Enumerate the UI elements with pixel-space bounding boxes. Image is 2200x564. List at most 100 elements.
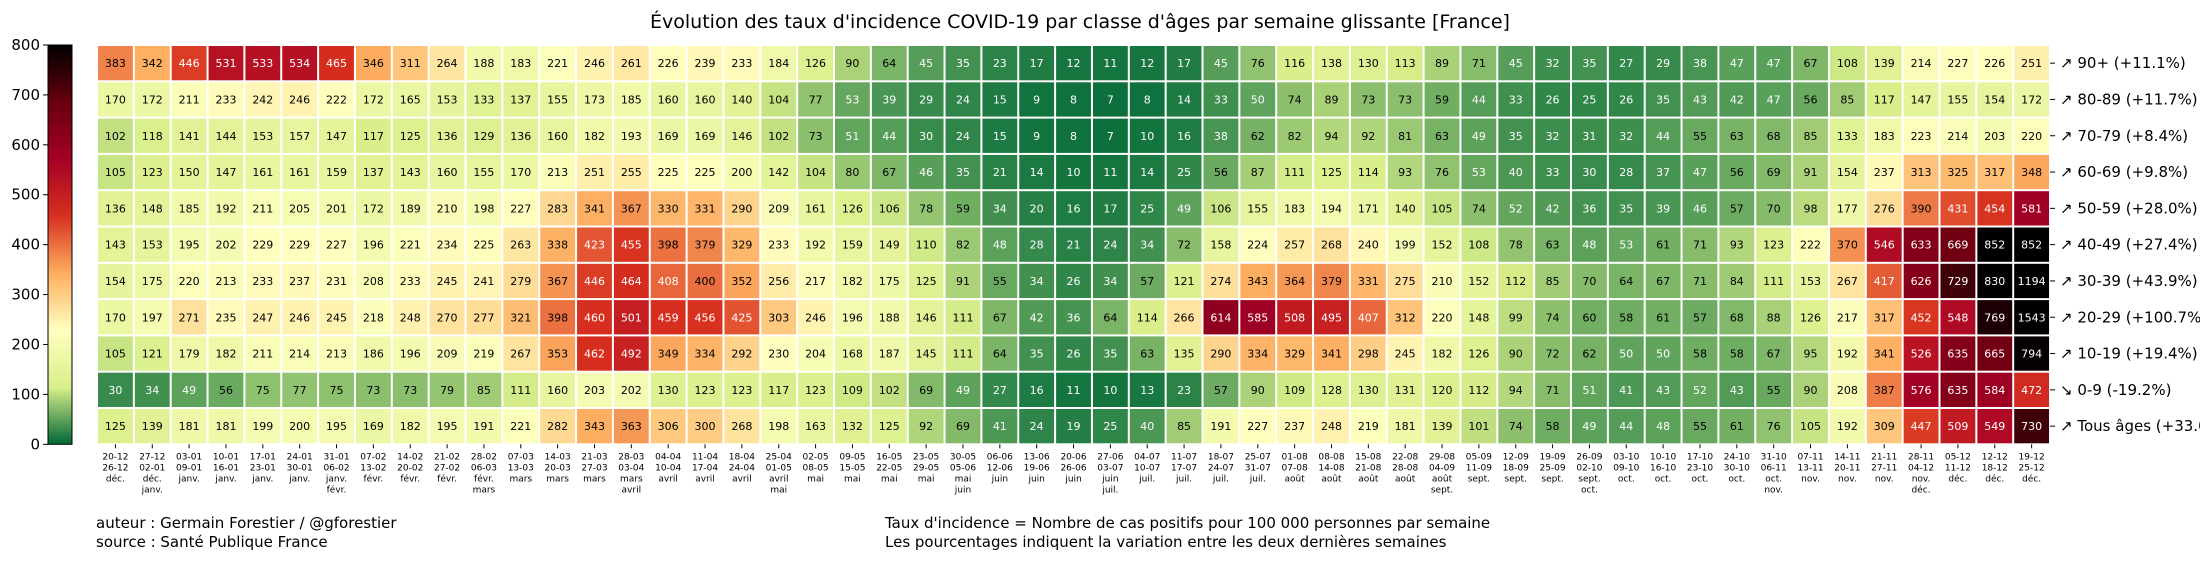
cell-value-label: 233 <box>215 93 236 106</box>
cell-value-label: 200 <box>289 420 310 433</box>
cell-value-label: 175 <box>142 275 163 288</box>
cell-value-label: 464 <box>621 275 642 288</box>
cell-value-label: 137 <box>510 93 531 106</box>
cell-value-label: 370 <box>1837 239 1858 252</box>
cell-value-label: 74 <box>1509 420 1523 433</box>
cell-value-label: 85 <box>1177 420 1191 433</box>
cell-value-label: 92 <box>919 420 933 433</box>
cell-value-label: 16 <box>1067 202 1081 215</box>
column-label: mars <box>509 474 532 484</box>
heatmap-cell <box>761 409 797 444</box>
cell-value-label: 79 <box>440 384 454 397</box>
column-label: 13-11 <box>1797 463 1823 473</box>
heatmap-cell <box>1498 191 1534 226</box>
cell-value-label: 161 <box>252 166 273 179</box>
cell-value-label: 51 <box>845 130 859 143</box>
cell-value-label: 56 <box>1214 166 1228 179</box>
column-label: 12-06 <box>987 463 1013 473</box>
cell-value-label: 142 <box>768 166 789 179</box>
cell-value-label: 192 <box>215 202 236 215</box>
cell-value-label: 84 <box>1730 275 1744 288</box>
cell-value-label: 455 <box>621 239 642 252</box>
heatmap-cell <box>355 336 391 371</box>
cell-value-label: 111 <box>1284 166 1305 179</box>
heatmap-cell <box>1277 336 1313 371</box>
heatmap-cell <box>1645 227 1681 262</box>
heatmap-cell <box>982 336 1018 371</box>
heatmap-cell <box>1608 372 1644 407</box>
heatmap-cell <box>1793 191 1828 226</box>
heatmap-cell <box>1940 227 1976 262</box>
heatmap-cell <box>1756 46 1792 81</box>
cell-value-label: 41 <box>993 420 1007 433</box>
column-label: avril <box>658 474 678 484</box>
cell-value-label: 8 <box>1144 93 1151 106</box>
heatmap-cell <box>1461 263 1497 299</box>
heatmap-cell <box>1756 372 1792 407</box>
heatmap-cell <box>1645 82 1681 117</box>
cell-value-label: 67 <box>1804 57 1818 70</box>
cell-value-label: 106 <box>1210 202 1231 215</box>
column-label: 14-02 <box>397 452 423 462</box>
cell-value-label: 76 <box>1767 420 1781 433</box>
cell-value-label: 170 <box>105 93 126 106</box>
column-label: juin <box>1027 474 1044 484</box>
cell-value-label: 67 <box>993 311 1007 324</box>
heatmap-cell <box>540 191 576 226</box>
heatmap-cell <box>687 336 723 371</box>
cell-value-label: 153 <box>252 130 273 143</box>
cell-value-label: 92 <box>1361 130 1375 143</box>
heatmap-cell <box>429 154 465 190</box>
heatmap-cell <box>540 263 576 299</box>
heatmap-cell <box>1461 118 1497 153</box>
cell-value-label: 101 <box>1468 420 1489 433</box>
heatmap-cell <box>1682 227 1718 262</box>
heatmap-cell <box>835 46 870 81</box>
heatmap-cell <box>1056 409 1091 444</box>
heatmap-cell <box>208 263 244 299</box>
heatmap-cell <box>724 118 760 153</box>
column-label: mai <box>918 474 935 484</box>
heatmap-cell <box>1056 300 1091 335</box>
cell-value-label: 35 <box>1030 348 1044 361</box>
cell-value-label: 182 <box>1432 348 1453 361</box>
cell-value-label: 171 <box>1358 202 1379 215</box>
cell-value-label: 48 <box>1656 420 1670 433</box>
heatmap-cell <box>1019 263 1055 299</box>
heatmap-cell <box>1829 263 1865 299</box>
heatmap-cell <box>1240 46 1276 81</box>
heatmap-cell <box>1240 227 1276 262</box>
heatmap-cell <box>134 82 170 117</box>
heatmap-cell <box>2014 263 2050 299</box>
cell-value-label: 33 <box>1214 93 1228 106</box>
cell-value-label: 194 <box>1321 202 1342 215</box>
heatmap-cell <box>282 82 318 117</box>
column-label: janv. <box>288 474 310 484</box>
heatmap-cell <box>2014 191 2050 226</box>
heatmap-cell <box>982 227 1018 262</box>
cell-value-label: 35 <box>956 166 970 179</box>
heatmap-cell <box>1129 227 1165 262</box>
cell-value-label: 233 <box>400 275 421 288</box>
cell-value-label: 125 <box>879 420 900 433</box>
heatmap-cell <box>1682 82 1718 117</box>
heatmap-cell <box>1240 82 1276 117</box>
column-label: 14-08 <box>1318 463 1344 473</box>
cell-value-label: 188 <box>879 311 900 324</box>
cell-value-label: 99 <box>1509 311 1523 324</box>
heatmap-cell <box>1498 372 1534 407</box>
column-label: 20-06 <box>1060 452 1086 462</box>
column-label: 19-09 <box>1539 452 1565 462</box>
cell-value-label: 98 <box>1804 202 1818 215</box>
heatmap-cell <box>355 227 391 262</box>
colorbar-tick-label: 600 <box>11 136 40 154</box>
cell-value-label: 11 <box>1067 384 1081 397</box>
cell-value-label: 26 <box>1067 348 1081 361</box>
heatmap-cell <box>282 154 318 190</box>
cell-value-label: 35 <box>1103 348 1117 361</box>
cell-value-label: 68 <box>1767 130 1781 143</box>
column-label: 04-07 <box>1134 452 1160 462</box>
cell-value-label: 105 <box>105 166 126 179</box>
heatmap-cell <box>355 82 391 117</box>
